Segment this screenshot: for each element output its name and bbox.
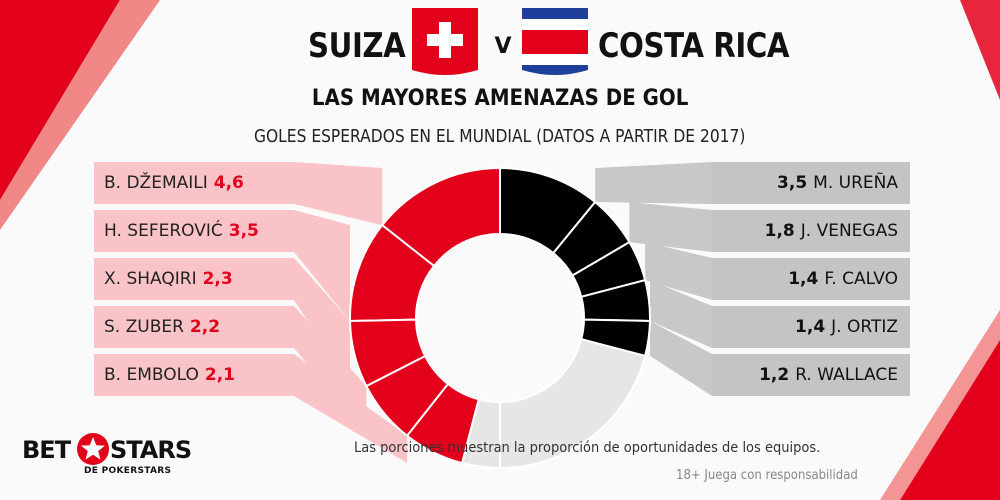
away-connector-band <box>629 202 712 252</box>
away-player-value: 1,4 <box>788 269 819 289</box>
decorative-corner-bottom-right <box>880 310 1000 500</box>
away-player-name: M. UREÑA <box>813 173 898 193</box>
betstars-logo: BET STARS DE POKERSTARS <box>22 433 202 486</box>
home-player-value: 4,6 <box>213 173 244 193</box>
away-player-row: 1,4 J. ORTIZ <box>712 306 910 348</box>
away-player-value: 1,8 <box>764 221 795 241</box>
away-connector-band <box>595 162 712 204</box>
slice-connectors <box>294 162 712 464</box>
home-player-slice <box>349 223 436 322</box>
away-player-name: F. CALVO <box>824 269 898 289</box>
home-player-row: B. DŽEMAILI 4,6 <box>94 162 294 204</box>
away-player-name: R. WALLACE <box>795 365 898 385</box>
home-player-name: S. ZUBER <box>104 317 184 337</box>
logo-star-icon <box>77 433 109 465</box>
decorative-corner-top-left <box>0 0 160 230</box>
home-player-row: X. SHAQIRI 2,3 <box>94 258 294 300</box>
away-player-row: 1,8 J. VENEGAS <box>712 210 910 252</box>
switzerland-flag-icon <box>412 8 478 75</box>
home-player-name: X. SHAQIRI <box>104 269 197 289</box>
home-player-value: 3,5 <box>228 221 259 241</box>
away-connector-band <box>645 242 712 300</box>
logo-word-bet: BET <box>22 436 71 464</box>
away-player-name: J. ORTIZ <box>831 317 898 337</box>
chart-title-text: LAS MAYORES AMENAZAS DE GOL <box>311 86 689 111</box>
away-player-name: J. VENEGAS <box>800 221 898 241</box>
away-connector-band <box>649 320 712 396</box>
away-remainder-slice <box>499 337 647 470</box>
chart-subtitle: GOLES ESPERADOS EN EL MUNDIAL (DATOS A P… <box>0 126 1000 147</box>
home-player-value: 2,1 <box>204 365 235 385</box>
home-player-name: B. EMBOLO <box>104 365 199 385</box>
home-player-value: 2,2 <box>189 317 221 337</box>
home-remainder-slice <box>460 398 501 470</box>
decorative-corner-top-right <box>960 0 1000 100</box>
home-player-row: S. ZUBER 2,2 <box>94 306 294 348</box>
away-connector-band <box>649 280 712 348</box>
home-player-row: B. EMBOLO 2,1 <box>94 354 294 396</box>
versus-label: V <box>494 34 512 59</box>
costa-rica-flag-icon <box>522 8 588 75</box>
home-player-row: H. SEFEROVIĆ 3,5 <box>94 210 294 252</box>
away-player-value: 3,5 <box>777 173 808 193</box>
donut-slices <box>349 166 651 470</box>
chart-subtitle-text: GOLES ESPERADOS EN EL MUNDIAL (DATOS A P… <box>254 126 746 147</box>
home-connector-band <box>294 354 408 464</box>
chart-title: LAS MAYORES AMENAZAS DE GOL <box>0 86 1000 111</box>
logo-tagline: DE POKERSTARS <box>84 466 172 476</box>
away-player-value: 1,2 <box>759 365 790 385</box>
team-home-name: SUIZA <box>308 26 406 66</box>
home-player-slice <box>349 318 427 388</box>
logo-word-stars: STARS <box>110 436 192 464</box>
home-connector-band <box>294 162 383 226</box>
home-connector-band <box>294 210 351 321</box>
home-player-slice <box>365 354 450 438</box>
away-player-value: 1,4 <box>795 317 826 337</box>
away-player-row: 1,2 R. WALLACE <box>712 354 910 396</box>
away-player-row: 1,4 F. CALVO <box>712 258 910 300</box>
home-player-name: B. DŽEMAILI <box>104 173 208 193</box>
footnote: Las porciones muestran la proporción de … <box>354 440 821 456</box>
home-player-value: 2,3 <box>202 269 233 289</box>
home-player-slice <box>405 382 481 465</box>
team-away-name: COSTA RICA <box>598 26 790 66</box>
away-player-row: 3,5 M. UREÑA <box>712 162 910 204</box>
home-player-name: H. SEFEROVIĆ <box>104 221 223 241</box>
responsible-gambling-disclaimer: 18+ Juega con responsabilidad <box>676 468 858 483</box>
